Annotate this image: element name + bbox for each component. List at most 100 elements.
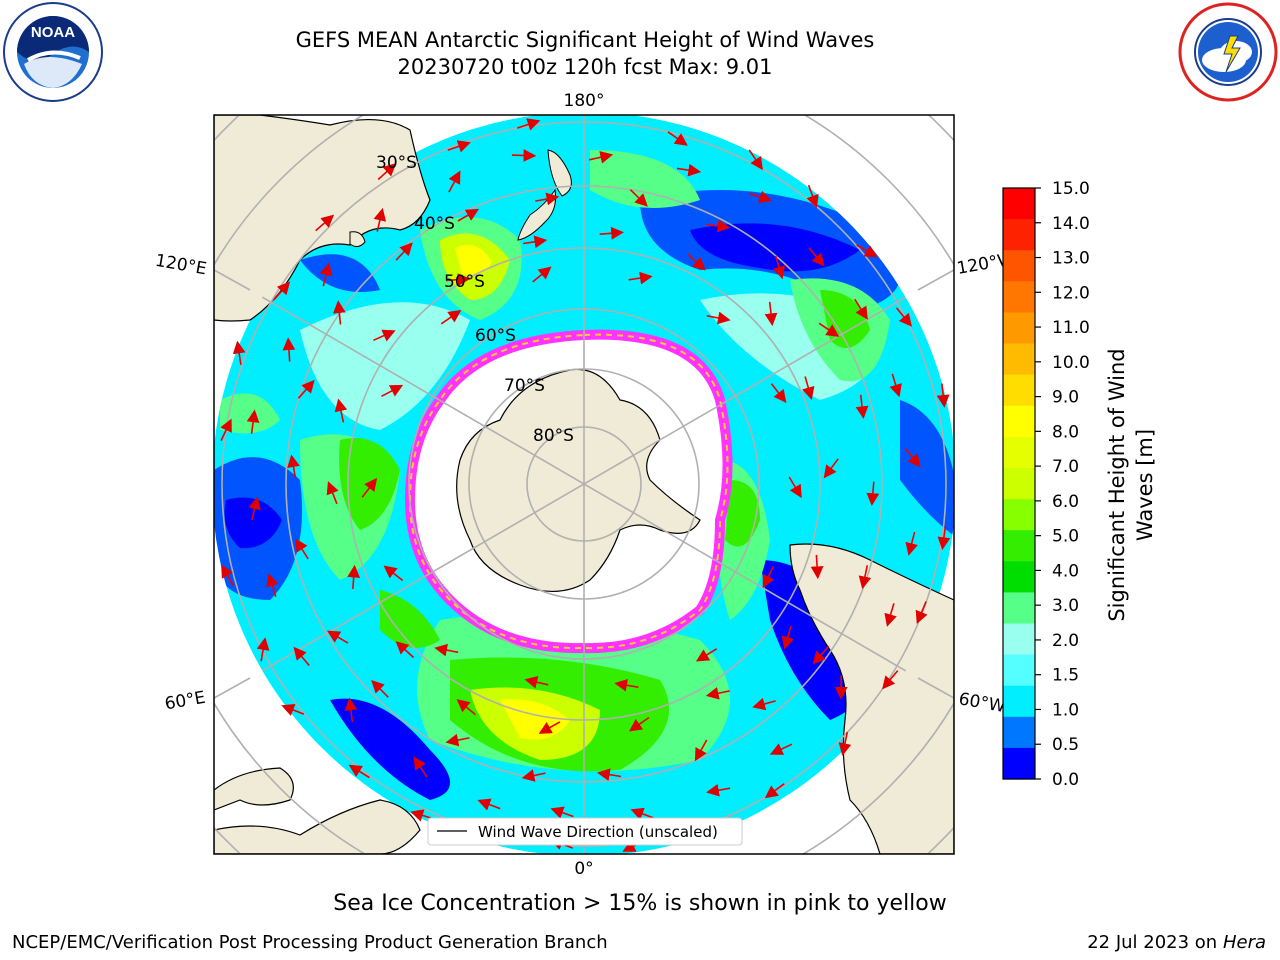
wave-direction-arrow <box>895 307 912 327</box>
wave-direction-arrow <box>838 731 852 756</box>
wave-direction-arrow <box>344 697 358 722</box>
wave-direction-arrow <box>695 648 718 662</box>
colorbar-tick-label: 15.0 <box>1052 179 1090 199</box>
wave-direction-arrow <box>770 383 787 403</box>
lon-label-0: 0° <box>574 859 593 879</box>
wave-direction-arrow <box>694 739 708 762</box>
wave-direction-arrow <box>232 340 246 365</box>
wave-direction-arrow <box>858 565 872 590</box>
wave-direction-arrow <box>705 219 731 233</box>
lon-label-120e: 120°E <box>154 251 208 280</box>
nws-logo-icon <box>1178 2 1278 102</box>
wave-direction-arrow <box>521 769 546 782</box>
wave-direction-arrow <box>434 643 459 657</box>
wave-direction-arrow <box>884 603 897 627</box>
new-zealand-north-land <box>547 149 572 197</box>
colorbar-tick-label: 5.0 <box>1052 527 1079 547</box>
wave-direction-arrow <box>905 531 918 556</box>
wave-direction-arrow <box>904 447 921 468</box>
lon-label-60e: 60°E <box>163 688 207 715</box>
wave-direction-arrow <box>448 170 461 193</box>
wave-direction-arrow <box>550 806 574 819</box>
lon-label-180: 180° <box>564 91 605 111</box>
wave-direction-arrow <box>347 564 361 590</box>
colorbar-label-line2: Waves [m] <box>1133 429 1157 541</box>
wave-direction-arrows <box>220 118 951 852</box>
wave-direction-arrow <box>614 678 639 692</box>
colorbar <box>1003 188 1035 780</box>
colorbar-tick-label: 1.0 <box>1052 700 1079 720</box>
africa-land <box>214 767 294 811</box>
colorbar-tick-label: 8.0 <box>1052 422 1079 442</box>
south-america-land <box>789 543 954 854</box>
wave-direction-arrow <box>383 565 404 582</box>
colorbar-swatch <box>1003 747 1035 780</box>
wave-direction-arrow <box>589 151 614 164</box>
sea-ice-caption: Sea Ice Concentration > 15% is shown in … <box>333 891 947 916</box>
wave-direction-arrow <box>273 281 291 301</box>
wave-direction-arrow <box>748 149 763 171</box>
colorbar-tick-label: 14.0 <box>1052 214 1090 234</box>
wave-direction-arrow <box>282 337 296 362</box>
wave-direction-arrow <box>596 768 622 781</box>
wave-direction-arrow <box>248 496 261 521</box>
wave-direction-arrow <box>705 687 730 700</box>
wave-direction-arrow <box>806 184 819 209</box>
wave-direction-arrow <box>371 679 389 698</box>
colorbar-tick-label: 0.5 <box>1052 735 1079 755</box>
wave-direction-arrow <box>295 538 309 560</box>
wave-direction-arrow <box>524 675 549 689</box>
wave-direction-arrow <box>936 383 950 408</box>
noaa-logo-text: NOAA <box>31 24 75 41</box>
colorbar-tick-label: 0.0 <box>1052 770 1079 790</box>
wave-direction-arrow <box>445 733 470 747</box>
lat-label-50s: 50°S <box>444 272 485 292</box>
wave-direction-arrow <box>395 242 413 261</box>
colorbar-tick-label: 4.0 <box>1052 561 1079 581</box>
wave-direction-arrow <box>752 697 776 711</box>
wave-direction-arrow <box>538 721 561 734</box>
wave-direction-arrow <box>812 645 830 665</box>
colorbar-swatch <box>1003 219 1035 251</box>
wave-direction-arrow <box>855 394 869 420</box>
wave-direction-arrow <box>220 418 232 441</box>
colorbar-swatch <box>1003 188 1035 220</box>
colorbar-swatch <box>1003 467 1035 500</box>
colorbar-swatch <box>1003 561 1035 593</box>
colorbar-swatch <box>1003 281 1035 314</box>
wave-direction-arrow <box>440 309 462 325</box>
noaa-logo-icon: NOAA <box>3 2 103 102</box>
wave-direction-arrow <box>332 300 346 325</box>
colorbar-swatch <box>1003 374 1035 407</box>
colorbar-swatch <box>1003 623 1035 656</box>
wave-direction-arrow <box>319 262 333 287</box>
wave-direction-arrow <box>373 329 396 342</box>
wave-direction-arrow <box>823 458 839 479</box>
colorbar-swatch <box>1003 592 1035 625</box>
colorbar-label-line1: Significant Height of Wind <box>1105 348 1129 621</box>
colorbar-swatch <box>1003 250 1035 282</box>
wave-direction-arrow <box>882 670 899 690</box>
wave-direction-arrow <box>516 118 541 131</box>
wave-direction-arrow <box>221 564 234 587</box>
wave-direction-arrow <box>315 214 335 232</box>
wave-direction-arrow <box>762 565 775 589</box>
wave-direction-arrow <box>706 783 731 797</box>
wave-direction-arrow <box>764 301 778 327</box>
colorbar-swatch <box>1003 654 1035 687</box>
legend-box <box>427 817 743 846</box>
tasmania-land <box>349 231 366 248</box>
colorbar-tick-label: 7.0 <box>1052 457 1079 477</box>
wave-direction-arrow <box>535 192 560 206</box>
colorbar-tick-label: 11.0 <box>1052 318 1090 338</box>
wave-direction-arrow <box>447 140 471 153</box>
colorbar-swatch <box>1003 343 1035 376</box>
colorbar-swatch <box>1003 312 1035 345</box>
wave-direction-arrow <box>511 149 537 162</box>
wave-direction-arrow <box>377 163 397 181</box>
wave-direction-arrow <box>772 255 786 280</box>
colorbar-swatch <box>1003 499 1035 531</box>
wave-direction-arrow <box>256 637 270 662</box>
wave-direction-arrow <box>788 476 802 499</box>
